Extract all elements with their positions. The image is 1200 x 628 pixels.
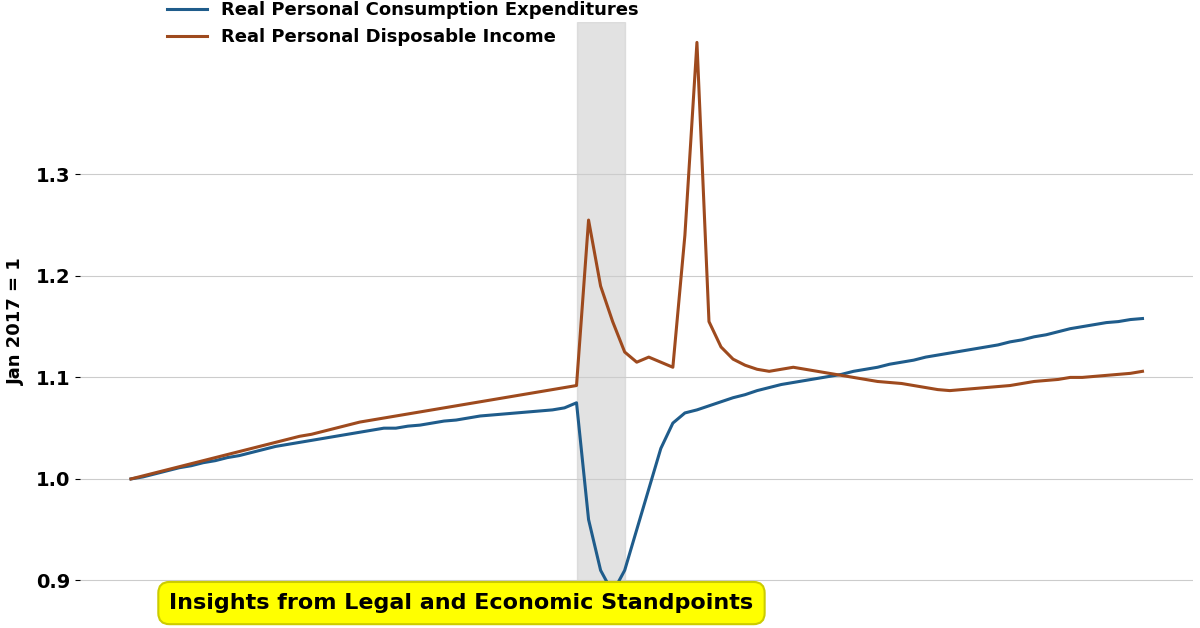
Line: Real Personal Consumption Expenditures: Real Personal Consumption Expenditures: [131, 318, 1142, 593]
Real Personal Consumption Expenditures: [606, 589, 620, 597]
Real Personal Consumption Expenditures: [437, 417, 451, 425]
Line: Real Personal Disposable Income: Real Personal Disposable Income: [131, 43, 1142, 479]
Real Personal Disposable Income: [1135, 367, 1150, 375]
Real Personal Disposable Income: [473, 398, 487, 406]
Real Personal Disposable Income: [437, 404, 451, 411]
Legend: Real Personal Consumption Expenditures, Real Personal Disposable Income: Real Personal Consumption Expenditures, …: [167, 1, 640, 46]
Real Personal Consumption Expenditures: [473, 412, 487, 420]
Text: Insights from Legal and Economic Standpoints: Insights from Legal and Economic Standpo…: [169, 593, 754, 613]
Real Personal Consumption Expenditures: [642, 485, 656, 493]
Y-axis label: Jan 2017 = 1: Jan 2017 = 1: [7, 257, 25, 386]
Real Personal Disposable Income: [630, 359, 644, 366]
Real Personal Disposable Income: [690, 39, 704, 46]
Real Personal Disposable Income: [293, 433, 307, 440]
Real Personal Disposable Income: [425, 406, 439, 414]
Real Personal Consumption Expenditures: [425, 420, 439, 427]
Real Personal Consumption Expenditures: [124, 475, 138, 483]
Real Personal Disposable Income: [1087, 372, 1102, 380]
Real Personal Consumption Expenditures: [1135, 315, 1150, 322]
Real Personal Disposable Income: [124, 475, 138, 483]
Bar: [576, 22, 625, 621]
Real Personal Consumption Expenditures: [293, 438, 307, 446]
Real Personal Consumption Expenditures: [1087, 321, 1102, 328]
